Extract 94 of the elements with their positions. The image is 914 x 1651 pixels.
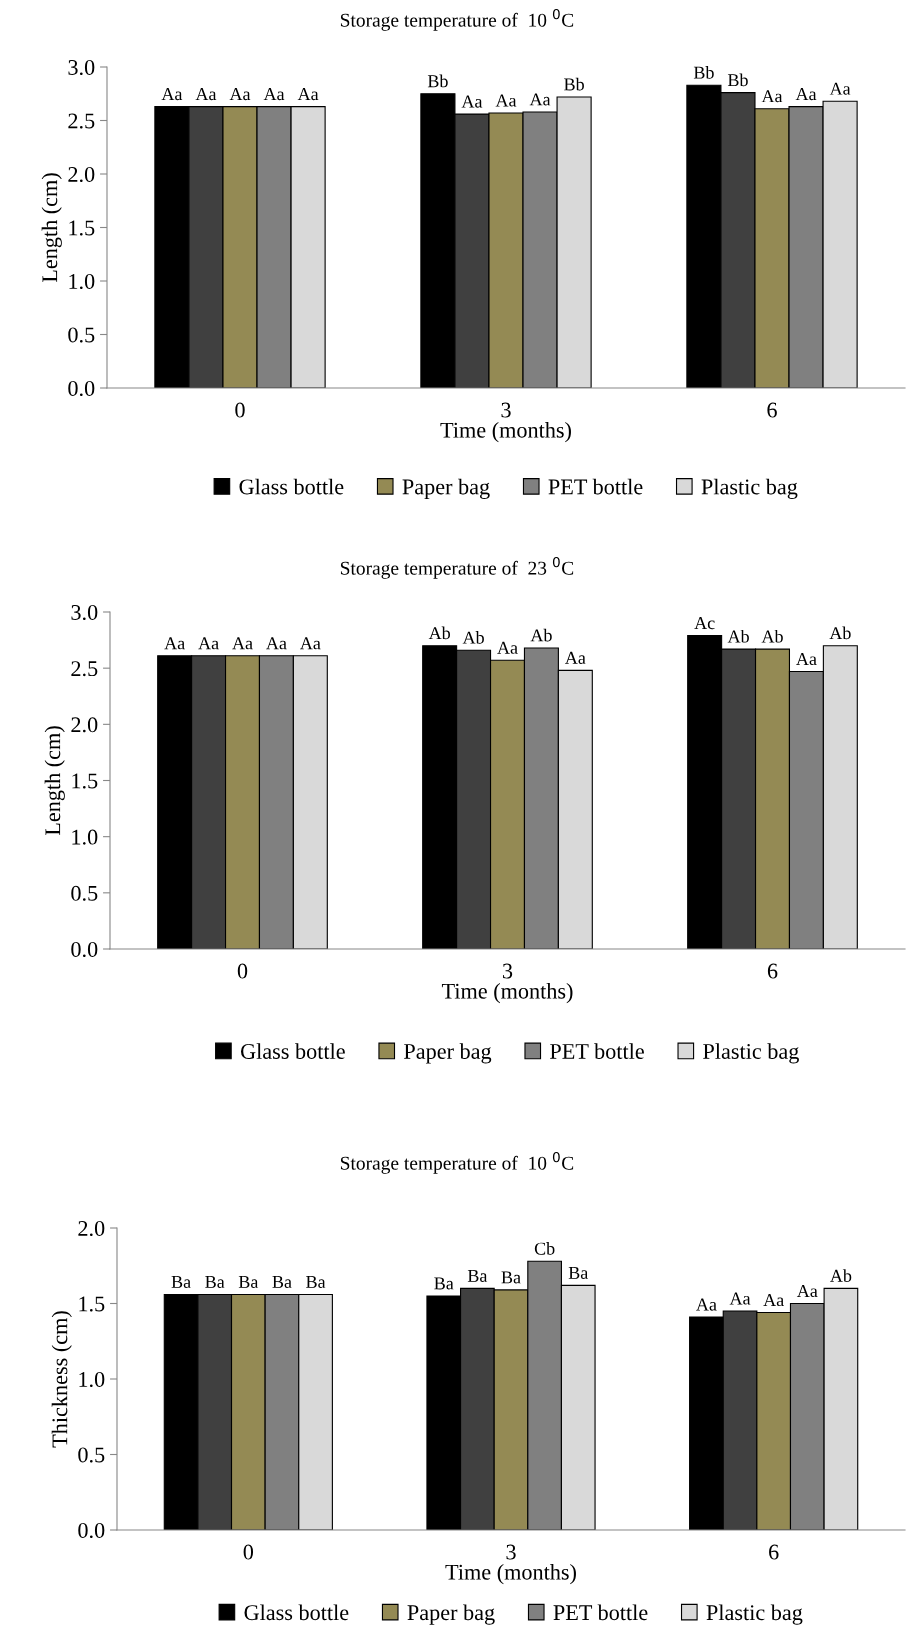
y-tick-label: 1.0 — [72, 829, 98, 845]
chart-title: Storage temperature of 23 $^{0}$C — [340, 557, 574, 579]
legend-label: PET bottle — [553, 1604, 648, 1621]
data-label: Aa — [198, 637, 219, 650]
y-axis-title: Thickness (cm) — [51, 1311, 72, 1448]
legend-label: Paper bag — [407, 1604, 495, 1625]
data-label: Ab — [727, 629, 749, 643]
legend-label: PET bottle — [548, 478, 643, 495]
data-label: Ba — [272, 1275, 292, 1288]
legend-label: Glass bottle — [244, 1604, 349, 1621]
y-tick-label: 3.0 — [71, 604, 98, 621]
data-label: Ba — [568, 1266, 589, 1279]
x-tick-label: 6 — [767, 402, 777, 418]
data-label: Aa — [232, 637, 253, 650]
chart-title: Storage temperature of 10 $^{0}$C — [340, 9, 574, 31]
data-label: Ba — [467, 1269, 488, 1282]
y-tick-label: 1.5 — [72, 773, 98, 789]
legend-label: Glass bottle — [240, 1043, 345, 1059]
legend-label: Paper bag — [404, 1043, 492, 1064]
data-label: Aa — [164, 637, 185, 650]
data-label: Ab — [830, 1269, 852, 1282]
data-label: Aa — [495, 94, 517, 107]
x-tick-label: 3 — [503, 963, 513, 979]
data-label: Aa — [299, 637, 321, 650]
x-tick-label: 3 — [506, 1544, 516, 1560]
data-label: Aa — [266, 637, 287, 650]
data-label: Aa — [564, 651, 586, 664]
y-tick-label: 1.5 — [69, 220, 95, 236]
data-label: Ba — [306, 1275, 326, 1288]
data-label: Aa — [796, 1284, 818, 1298]
data-label: Bb — [564, 77, 584, 91]
data-label: Ab — [829, 626, 851, 640]
data-label: Ba — [171, 1275, 191, 1288]
legend-label: Plastic bag — [701, 478, 798, 499]
x-axis-title: Time (months) — [440, 422, 571, 443]
data-label: Aa — [497, 641, 518, 654]
y-tick-label: 0.0 — [68, 380, 95, 397]
data-label: Cb — [534, 1242, 555, 1255]
data-label: Ab — [462, 631, 484, 644]
data-label: Aa — [829, 82, 851, 95]
x-axis-title: Time (months) — [441, 983, 573, 1004]
y-tick-label: 1.5 — [79, 1296, 105, 1312]
legend-label: Glass bottle — [239, 478, 344, 495]
data-label: Ab — [530, 628, 552, 642]
legend-label: Plastic bag — [703, 1043, 799, 1064]
x-tick-label: 3 — [501, 402, 511, 418]
data-label: Aa — [763, 1294, 784, 1307]
legend-label: Plastic bag — [706, 1604, 803, 1625]
data-label: Bb — [693, 66, 714, 79]
x-tick-label: 6 — [767, 963, 778, 979]
data-label: Aa — [229, 88, 251, 101]
y-axis-title: Length (cm) — [41, 173, 62, 283]
data-label: Aa — [696, 1298, 717, 1311]
data-label: Aa — [461, 95, 483, 108]
data-label: Aa — [161, 88, 183, 101]
y-tick-label: 1.0 — [79, 1371, 105, 1388]
y-tick-label: 0.5 — [71, 885, 98, 901]
x-tick-label: 0 — [235, 402, 245, 418]
chart-title: Storage temperature of 10 $^{0}$C — [340, 1152, 574, 1174]
x-tick-label: 0 — [243, 1544, 254, 1560]
legend-label: Paper bag — [402, 478, 490, 499]
data-label: Aa — [263, 88, 285, 101]
data-label: Aa — [796, 652, 817, 666]
x-tick-label: 0 — [237, 963, 248, 979]
data-label: Aa — [297, 88, 319, 101]
data-label: Aa — [529, 93, 551, 106]
y-tick-label: 0.0 — [78, 1522, 105, 1539]
data-label: Ab — [761, 629, 783, 643]
data-label: Ba — [501, 1271, 521, 1284]
data-label: Ba — [205, 1275, 225, 1288]
y-tick-label: 1.0 — [69, 273, 95, 290]
data-label: Aa — [195, 88, 217, 101]
y-tick-label: 2.5 — [71, 661, 98, 677]
data-label: Ba — [434, 1277, 454, 1290]
x-tick-label: 6 — [769, 1544, 779, 1560]
data-label: Ab — [428, 626, 450, 640]
y-tick-label: 0.5 — [68, 327, 95, 343]
data-label: Bb — [427, 74, 448, 88]
data-label: Bb — [727, 73, 748, 87]
data-label: Ba — [238, 1275, 259, 1288]
data-label: Ac — [694, 617, 715, 630]
data-label: Aa — [795, 88, 817, 101]
y-tick-label: 2.0 — [78, 1220, 105, 1237]
y-tick-label: 3.0 — [68, 59, 95, 76]
y-tick-label: 2.0 — [68, 166, 95, 183]
legend-label: PET bottle — [550, 1043, 644, 1059]
y-tick-label: 0.0 — [71, 941, 98, 958]
y-tick-label: 2.5 — [68, 113, 95, 129]
x-axis-title: Time (months) — [445, 1564, 576, 1585]
y-tick-label: 2.0 — [71, 717, 98, 733]
y-tick-label: 0.5 — [78, 1447, 105, 1463]
y-axis-title: Length (cm) — [44, 726, 65, 836]
data-label: Aa — [761, 90, 783, 103]
data-label: Aa — [729, 1292, 751, 1305]
